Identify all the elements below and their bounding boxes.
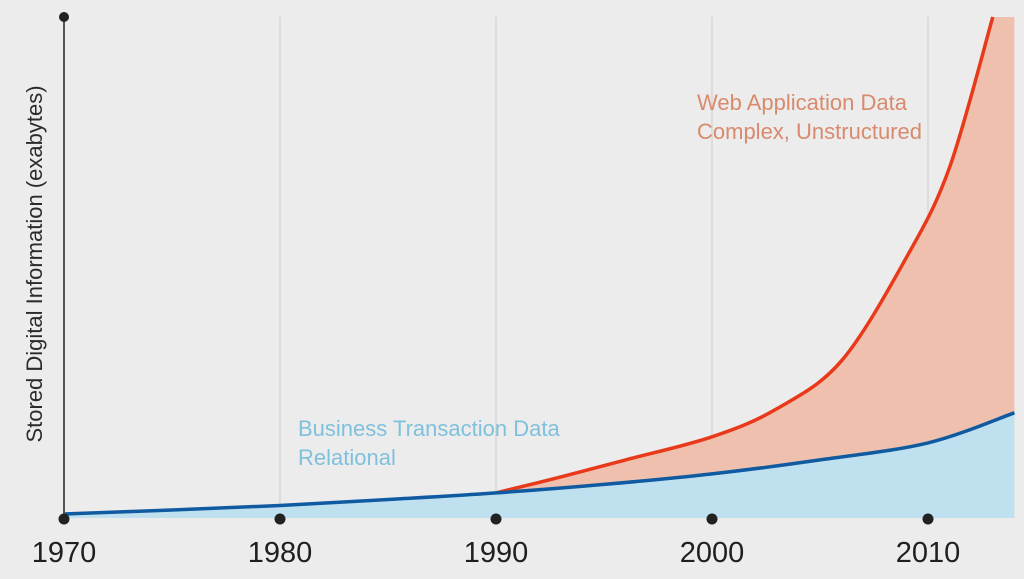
x-tick-label-2000: 2000 [680,537,745,569]
web-series-sublabel: Complex, Unstructured [697,119,922,144]
business-series-label: Business Transaction Data [298,416,560,441]
y-axis-label: Stored Digital Information (exabytes) [22,85,47,442]
y-axis-end-dot [59,12,69,22]
x-tick-dot-1980 [274,513,286,525]
x-axis-ticks: 1970 1980 1990 2000 2010 [32,513,961,569]
business-data-area [64,412,1015,518]
business-series-sublabel: Relational [298,445,396,470]
x-tick-label-1970: 1970 [32,537,97,569]
x-tick-dot-2000 [706,513,718,525]
web-series-label: Web Application Data [697,90,908,115]
x-tick-dot-2010 [922,513,934,525]
web-data-area [496,17,1015,493]
x-tick-label-1980: 1980 [248,537,313,569]
x-tick-dot-1970 [58,513,70,525]
business-data-line [63,411,1015,516]
x-tick-label-1990: 1990 [464,537,529,569]
x-tick-label-2010: 2010 [896,537,961,569]
x-tick-dot-1990 [490,513,502,525]
web-data-line [495,16,995,495]
